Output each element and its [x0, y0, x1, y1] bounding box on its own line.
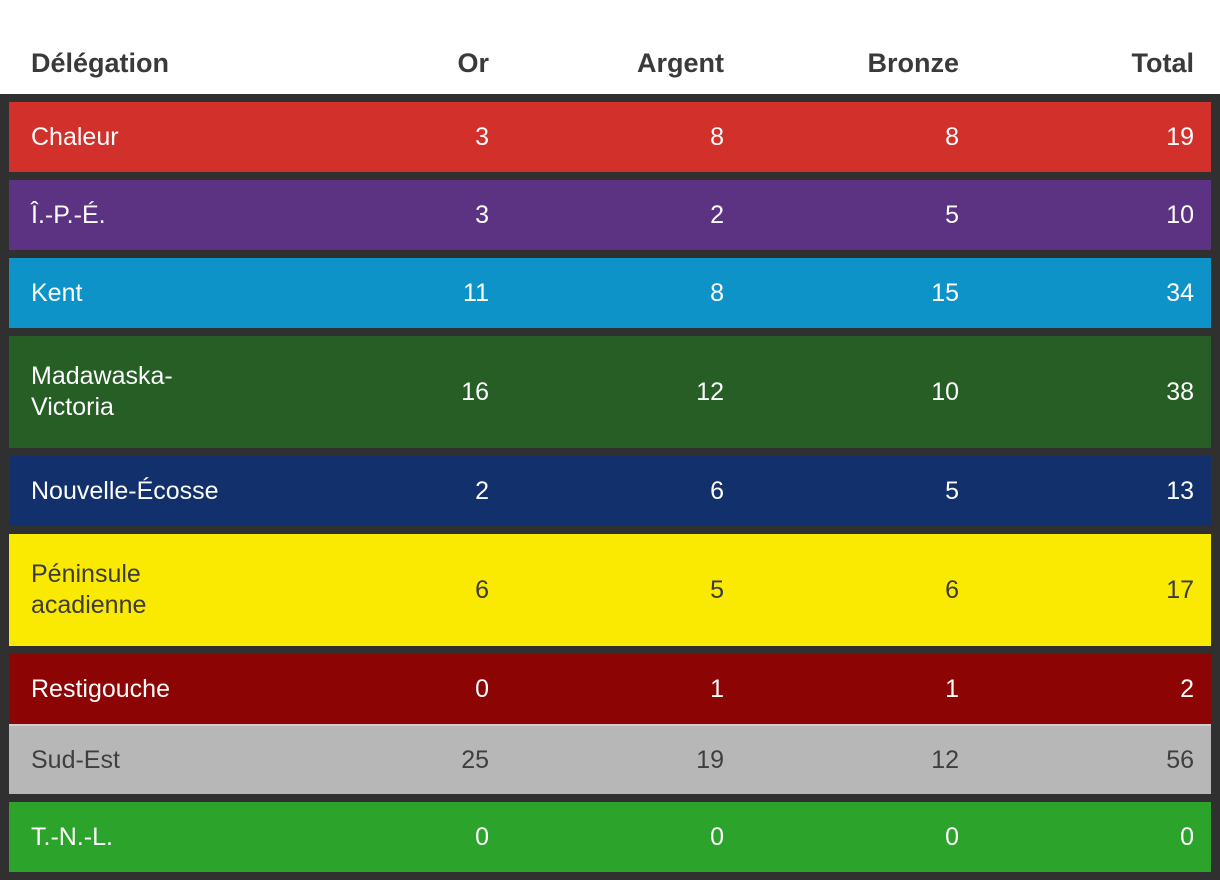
- total-value: 34: [1166, 278, 1194, 307]
- table-row-sud-est: Sud-Est 25 19 12 56: [9, 724, 1211, 794]
- or-value: 3: [475, 122, 489, 151]
- argent-value: 8: [710, 278, 724, 307]
- or-value: 16: [461, 377, 489, 406]
- delegation-label: T.-N.-L.: [31, 822, 113, 851]
- total-value: 2: [1180, 674, 1194, 703]
- column-header-argent: Argent: [637, 48, 724, 78]
- delegation-label: Kent: [31, 278, 83, 307]
- or-value: 2: [475, 476, 489, 505]
- argent-value: 2: [710, 200, 724, 229]
- argent-value: 5: [710, 575, 724, 604]
- bronze-value: 12: [931, 745, 959, 774]
- column-header-bronze: Bronze: [867, 48, 959, 78]
- argent-value: 0: [710, 822, 724, 851]
- delegation-label: Î.-P.-É.: [31, 200, 106, 229]
- total-value: 13: [1166, 476, 1194, 505]
- or-value: 25: [461, 745, 489, 774]
- bronze-value: 6: [945, 575, 959, 604]
- table-row-chaleur: Chaleur 3 8 8 19: [9, 102, 1211, 172]
- total-value: 17: [1166, 575, 1194, 604]
- argent-value: 12: [696, 377, 724, 406]
- delegation-label: Sud-Est: [31, 745, 120, 774]
- table-row-nouvelle-ecosse: Nouvelle-Écosse 2 6 5 13: [9, 456, 1211, 526]
- argent-value: 1: [710, 674, 724, 703]
- bronze-value: 0: [945, 822, 959, 851]
- bronze-value: 8: [945, 122, 959, 151]
- or-value: 11: [463, 278, 489, 307]
- or-value: 0: [475, 822, 489, 851]
- delegation-label: Chaleur: [31, 122, 119, 151]
- bronze-value: 15: [931, 278, 959, 307]
- delegation-label: Péninsule acadienne: [31, 560, 147, 619]
- table-row-madawaska-victoria: Madawaska-Victoria 16 12 10 38: [9, 336, 1211, 448]
- argent-value: 6: [710, 476, 724, 505]
- argent-value: 19: [696, 745, 724, 774]
- total-value: 0: [1180, 822, 1194, 851]
- total-value: 19: [1166, 122, 1194, 151]
- bronze-value: 5: [945, 200, 959, 229]
- table-row-tnl: T.-N.-L. 0 0 0 0: [9, 802, 1211, 872]
- column-header-delegation: Délégation: [31, 48, 170, 78]
- table-row-kent: Kent 11 8 15 34: [9, 258, 1211, 328]
- delegation-label: Madawaska-Victoria: [31, 362, 173, 421]
- table-row-peninsule-acadienne: Péninsule acadienne 6 5 6 17: [9, 534, 1211, 646]
- table-body: Chaleur 3 8 8 19 Î.-P.-É. 3 2 5 10 Kent …: [0, 94, 1220, 880]
- column-header-or: Or: [457, 48, 489, 78]
- bronze-value: 10: [931, 377, 959, 406]
- total-value: 38: [1166, 377, 1194, 406]
- or-value: 0: [475, 674, 489, 703]
- delegation-label: Nouvelle-Écosse: [31, 476, 219, 505]
- table-row-ipe: Î.-P.-É. 3 2 5 10: [9, 180, 1211, 250]
- or-value: 6: [475, 575, 489, 604]
- table-row-restigouche: Restigouche 0 1 1 2: [9, 654, 1211, 724]
- column-header-total: Total: [1131, 48, 1195, 78]
- argent-value: 8: [710, 122, 724, 151]
- total-value: 10: [1166, 200, 1194, 229]
- or-value: 3: [475, 200, 489, 229]
- total-value: 56: [1166, 745, 1194, 774]
- bronze-value: 1: [945, 674, 959, 703]
- bronze-value: 5: [945, 476, 959, 505]
- delegation-label: Restigouche: [31, 674, 170, 703]
- table-header: Délégation Or Argent Bronze Total: [9, 0, 1211, 94]
